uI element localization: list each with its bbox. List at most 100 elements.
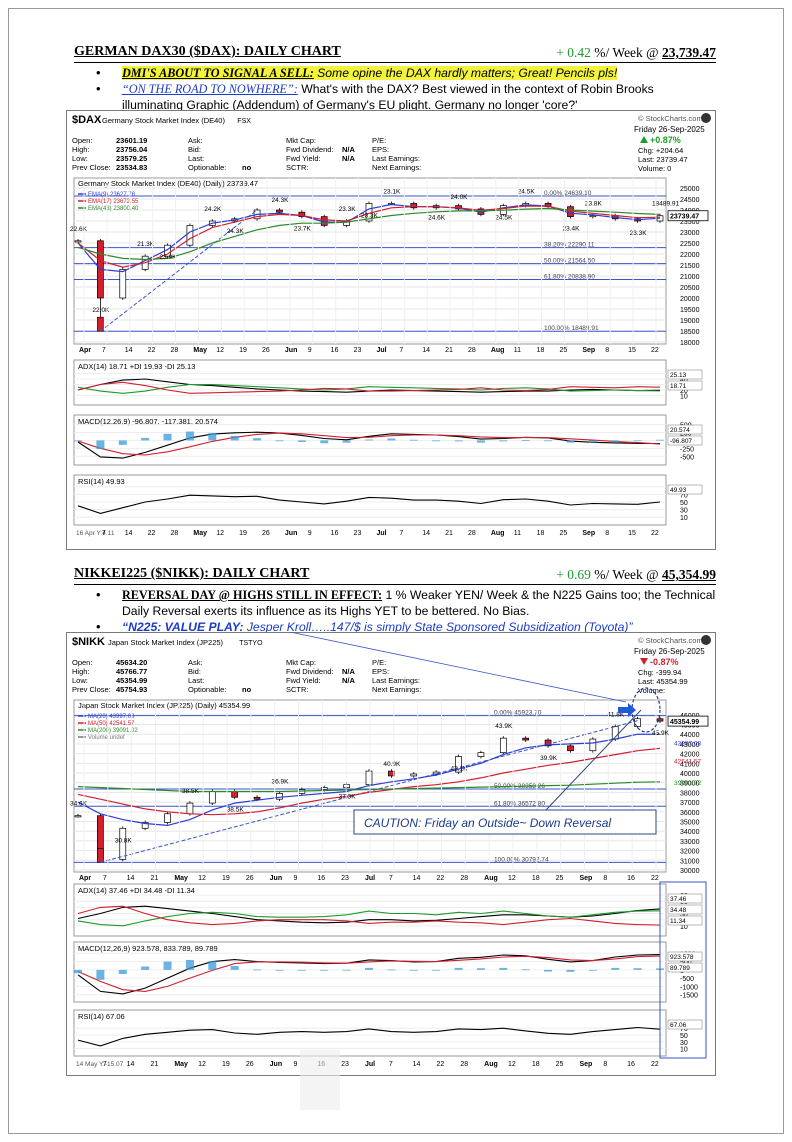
dax-weekly-perf: + 0.42 %/ Week @ 23,739.47	[556, 45, 716, 61]
macd-histogram-bar	[544, 440, 553, 442]
macd-tag: 89.789	[670, 965, 690, 972]
price-legend-title: Japan Stock Market Index (JP225) (Daily)…	[78, 701, 250, 710]
nikkei-level: 45,354.99	[662, 567, 716, 582]
nikkei-header: NIKKEI225 ($NIKK): DAILY CHART + 0.69 %/…	[74, 566, 716, 585]
x-tick-label: 19	[222, 875, 230, 882]
candle-body	[164, 813, 171, 823]
price-annotation: 34.6K	[70, 801, 88, 808]
quote-field-label: Ask:	[188, 658, 203, 667]
x-tick-label-bottom: 16	[627, 1061, 635, 1068]
candle-body	[522, 737, 530, 741]
price-annotation: 23.1K	[383, 188, 401, 195]
x-tick-label: 9	[294, 875, 298, 882]
x-tick-label-bottom: 9	[294, 1061, 298, 1068]
blue-arrow-icon	[618, 703, 636, 717]
x-tick-label: Sep	[582, 347, 595, 354]
y-tick-label: 30000	[680, 868, 700, 875]
quote-label: Open:	[72, 136, 92, 145]
quote-field-label: Mkt Cap:	[286, 136, 316, 145]
macd-histogram-bar	[342, 440, 351, 443]
macd-tick: -1500	[680, 993, 698, 1000]
x-tick-label-bottom: 16	[331, 530, 339, 537]
x-tick-label: 14	[127, 875, 135, 882]
macd-histogram-bar	[275, 969, 284, 971]
macd-histogram-bar	[499, 967, 508, 970]
candle-body	[388, 770, 395, 777]
nikkei-bullet-1-lead: REVERSAL DAY @ HIGHS STILL IN EFFECT:	[122, 588, 383, 602]
macd-histogram-bar	[409, 439, 418, 441]
candle-body	[231, 791, 239, 798]
macd-histogram-bar	[521, 440, 530, 441]
x-tick-label-bottom: 12	[508, 1061, 516, 1068]
nikkei-chart: $NIKK Japan Stock Market Index (JP225) TST…	[66, 631, 716, 1076]
chart-chg: Chg: +204.64	[638, 146, 683, 155]
macd-tag-box	[667, 962, 703, 973]
macd-histogram-bar	[230, 435, 239, 441]
legend-entry: EMA(17) 23672.55	[88, 199, 139, 205]
rsi-tag: 67.06	[670, 1022, 687, 1029]
x-tick-label: 14	[422, 347, 430, 354]
x-tick-label: Apr	[79, 347, 91, 354]
x-tick-label-bottom: 9	[308, 530, 312, 537]
macd-histogram-bar	[185, 431, 194, 441]
y-tick-label: 33000	[680, 839, 700, 846]
x-tick-label-bottom: Jul	[365, 1061, 375, 1068]
rsi-line-0	[77, 1026, 661, 1047]
macd-tag: 923.578	[670, 954, 694, 961]
last-price-tag	[667, 210, 709, 222]
y-tick-label: 18500	[680, 329, 700, 336]
fib-label: 0.00% 24639.10	[544, 190, 592, 197]
candle-body	[74, 240, 82, 243]
macd-tick: -500	[680, 454, 694, 461]
nikkei-title: NIKKEI225 ($NIKK): DAILY CHART	[74, 566, 310, 581]
adx-tick: 30	[680, 912, 688, 919]
quote-field-value: no	[242, 685, 252, 694]
macd-histogram-bar	[141, 966, 150, 970]
dax-bullet-1: DMI'S ABOUT TO SIGNAL A SELL: Some opine…	[96, 65, 716, 81]
y-tick-label: 20500	[680, 285, 700, 292]
candle-body	[141, 822, 149, 829]
y-tick-label: 36000	[680, 810, 700, 817]
y-tick-label: 31000	[680, 858, 700, 865]
nikkei-weekly-perf: + 0.69 %/ Week @ 45,354.99	[556, 567, 716, 583]
fib-label: 50.00% 21564.50	[544, 258, 595, 265]
price-annotation: 23.8K	[585, 201, 603, 208]
y-tick-label: 41000	[680, 761, 700, 768]
rsi-label: RSI(14) 49.93	[78, 477, 125, 486]
x-tick-label-bottom: 22	[651, 530, 659, 537]
nikkei-bullet-2: “N225: VALUE PLAY: Jesper Kroll…..147/$ …	[96, 619, 716, 635]
price-annotation: 30.8K	[115, 837, 133, 844]
x-tick-label-bottom: 12	[198, 1061, 206, 1068]
ma-tag: 42541.57	[674, 758, 701, 765]
chart-change-pct: +0.87%	[650, 135, 681, 145]
macd-histogram-bar	[499, 440, 508, 442]
price-legend-title: Germany Stock Market Index (DE40) (Daily…	[78, 179, 258, 188]
indicator-highlight-box	[659, 881, 707, 1059]
quote-field-label: Bid:	[188, 667, 201, 676]
x-tick-label-bottom: 28	[468, 530, 476, 537]
macd-histogram-bar	[566, 969, 575, 972]
dax-level: 23,739.47	[662, 45, 716, 60]
dax-week-change: + 0.42	[556, 45, 591, 60]
adx-tag: 25.13	[670, 372, 687, 379]
x-tick-label: 25	[556, 875, 564, 882]
macd-histogram-bar	[297, 440, 306, 442]
quote-field-label: Fwd Yield:	[286, 154, 321, 163]
x-tick-label: Sep	[580, 875, 593, 882]
macd-tag-box	[667, 424, 703, 435]
macd-histogram-bar	[588, 969, 597, 971]
price-annotation: 24.6K	[428, 215, 446, 222]
chart-name: Japan Stock Market Index (JP225)	[108, 638, 224, 647]
x-tick-label: 12	[216, 347, 224, 354]
quote-field-value: N/A	[342, 154, 356, 163]
chart-last: Last: 45354.99	[638, 677, 688, 686]
caution-box	[353, 809, 657, 835]
macd-histogram-bar	[454, 967, 463, 970]
macd-line-1	[77, 955, 661, 992]
candle-body	[276, 793, 283, 800]
macd-line-0	[77, 431, 661, 459]
x-tick-label: 16	[627, 875, 635, 882]
macd-histogram-bar	[387, 969, 396, 971]
candle-body	[276, 209, 283, 213]
candle-body	[477, 752, 485, 757]
